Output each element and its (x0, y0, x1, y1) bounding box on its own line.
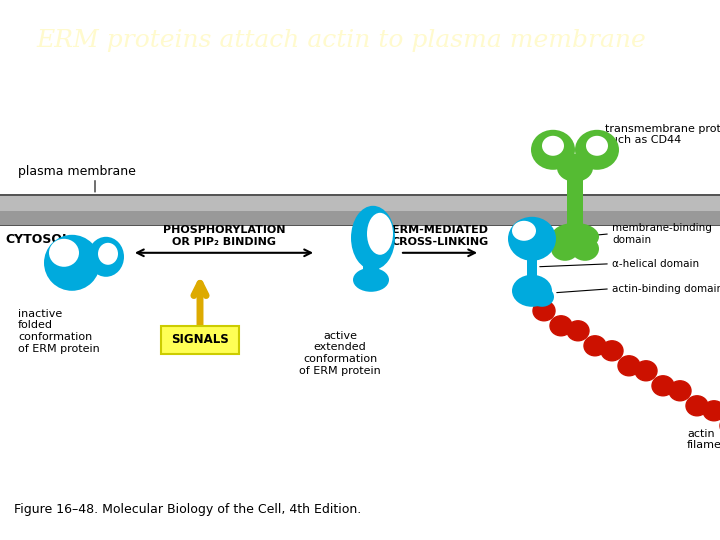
Text: inactive
folded
conformation
of ERM protein: inactive folded conformation of ERM prot… (18, 309, 100, 354)
Text: Figure 16–48. Molecular Biology of the Cell, 4th Edition.: Figure 16–48. Molecular Biology of the C… (14, 503, 361, 516)
Text: actin-binding domain: actin-binding domain (612, 284, 720, 294)
Ellipse shape (557, 154, 593, 182)
Ellipse shape (530, 287, 554, 307)
Ellipse shape (703, 401, 720, 421)
Ellipse shape (542, 136, 564, 156)
Ellipse shape (351, 206, 395, 270)
Ellipse shape (652, 376, 674, 396)
Ellipse shape (98, 243, 118, 265)
Ellipse shape (601, 341, 623, 361)
Ellipse shape (551, 237, 579, 261)
Ellipse shape (575, 130, 619, 170)
Text: α-helical domain: α-helical domain (612, 259, 699, 269)
Ellipse shape (635, 361, 657, 381)
Ellipse shape (584, 336, 606, 356)
Text: SIGNALS: SIGNALS (171, 333, 229, 346)
Ellipse shape (367, 213, 393, 255)
Ellipse shape (686, 396, 708, 416)
Bar (0, 196, 720, 211)
Ellipse shape (567, 321, 589, 341)
Ellipse shape (533, 301, 555, 321)
Text: ERM proteins attach actin to plasma membrane: ERM proteins attach actin to plasma memb… (36, 29, 646, 52)
Text: membrane-binding
domain: membrane-binding domain (612, 223, 712, 245)
Bar (0, 211, 720, 225)
Text: active
extended
conformation
of ERM protein: active extended conformation of ERM prot… (299, 331, 381, 376)
Text: actin
filament: actin filament (687, 429, 720, 450)
Text: plasma membrane: plasma membrane (18, 165, 136, 178)
Bar (567, 178, 583, 247)
Ellipse shape (618, 356, 640, 376)
Text: ERM-MEDIATED
CROSS-LINKING: ERM-MEDIATED CROSS-LINKING (392, 225, 489, 247)
Ellipse shape (88, 237, 124, 277)
FancyBboxPatch shape (161, 326, 239, 354)
Bar (0, 194, 720, 196)
Ellipse shape (512, 275, 552, 307)
Ellipse shape (669, 381, 691, 401)
Ellipse shape (551, 223, 599, 251)
Bar (363, 236, 379, 278)
Text: transmembrane protein
such as CD44: transmembrane protein such as CD44 (605, 124, 720, 145)
Ellipse shape (586, 136, 608, 156)
Ellipse shape (508, 217, 556, 261)
Ellipse shape (512, 221, 536, 241)
Ellipse shape (550, 316, 572, 336)
Ellipse shape (571, 237, 599, 261)
Text: CYTOSOL: CYTOSOL (5, 233, 70, 246)
Bar (527, 251, 537, 283)
Ellipse shape (531, 130, 575, 170)
Ellipse shape (353, 268, 389, 292)
Ellipse shape (44, 235, 100, 291)
Ellipse shape (49, 239, 79, 267)
Bar (0, 225, 720, 226)
Text: PHOSPHORYLATION
OR PIP₂ BINDING: PHOSPHORYLATION OR PIP₂ BINDING (163, 225, 285, 247)
